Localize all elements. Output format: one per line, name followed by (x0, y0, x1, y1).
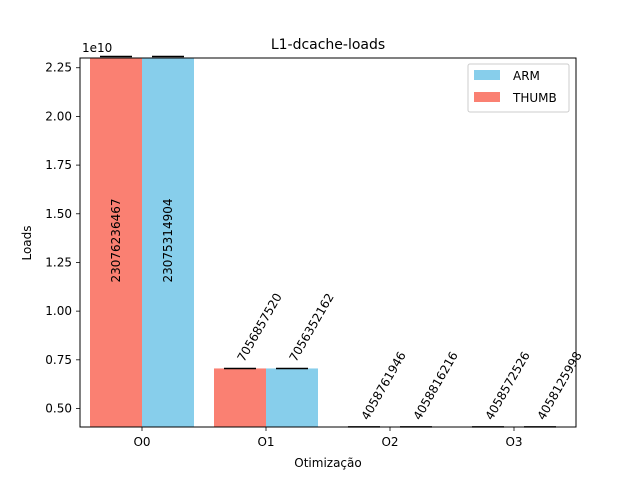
y-axis-offset-text: 1e10 (82, 41, 112, 55)
chart-title: L1-dcache-loads (271, 37, 385, 53)
value-label-arm-o0: 23075314904 (161, 199, 175, 283)
bars-layer (90, 58, 566, 427)
y-tick-label-3: 1.25 (45, 255, 72, 269)
y-tick-label-2: 1.00 (45, 304, 72, 318)
x-tick-label-o3: O3 (505, 435, 522, 449)
bar-thumb-o1 (214, 368, 266, 427)
y-tick-label-5: 1.75 (45, 158, 72, 172)
legend-label-thumb: THUMB (512, 91, 557, 105)
legend-label-arm: ARM (513, 69, 540, 83)
legend-swatch-thumb (474, 92, 500, 102)
x-tick-label-o0: O0 (133, 435, 150, 449)
legend-swatch-arm (474, 70, 500, 80)
bar-arm-o0 (142, 58, 194, 427)
x-axis-label: Otimização (294, 456, 361, 470)
y-tick-label-1: 0.75 (45, 353, 72, 367)
plot-frame (79, 57, 577, 428)
x-tick-label-o2: O2 (381, 435, 398, 449)
x-tick-label-o1: O1 (257, 435, 274, 449)
y-tick-label-0: 0.50 (45, 402, 72, 416)
y-tick-label-4: 1.50 (45, 207, 72, 221)
y-axis: 0.50 0.75 1.00 1.25 1.50 1.75 2.00 2.25 (45, 61, 80, 416)
y-axis-label: Loads (20, 225, 34, 260)
bar-arm-o1 (266, 368, 318, 427)
legend: ARM THUMB (467, 63, 570, 113)
y-tick-label-7: 2.25 (45, 61, 72, 75)
bar-thumb-o0 (90, 58, 142, 427)
x-axis: O0 O1 O2 O3 (133, 427, 523, 449)
y-tick-label-6: 2.00 (45, 109, 72, 123)
value-label-thumb-o0: 23076236467 (109, 199, 123, 283)
